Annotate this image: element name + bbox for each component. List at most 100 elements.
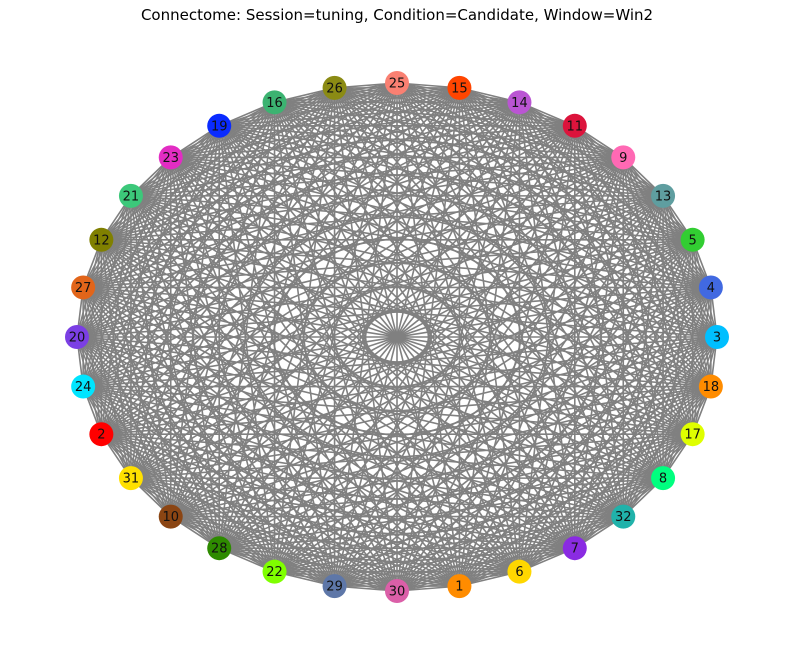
node-circle [385, 71, 409, 95]
node-circle [447, 574, 472, 599]
edge-29-21 [130, 195, 336, 587]
node-label: 16 [266, 96, 283, 111]
node-circle [651, 183, 676, 208]
edge-25-8 [396, 82, 664, 479]
edge-20-26 [76, 87, 336, 338]
edge-13-12 [101, 195, 664, 241]
edge-5-26 [334, 87, 693, 241]
edge-13-16 [274, 101, 664, 197]
node-3: 3 [705, 325, 729, 349]
node-21: 21 [118, 183, 143, 208]
edge-21-16 [130, 101, 275, 197]
edge-17-31 [130, 433, 693, 479]
edge-25-18 [396, 82, 712, 388]
node-label: 12 [93, 233, 110, 248]
edge-25-31 [130, 82, 398, 479]
edge-2-26 [100, 87, 336, 435]
node-2: 2 [89, 422, 114, 447]
edge-20-16 [76, 101, 276, 338]
edge-25-27 [82, 82, 398, 289]
edge-30-16 [273, 102, 398, 592]
edge-8-16 [273, 101, 664, 479]
edge-8-22 [274, 477, 664, 573]
edge-18-19 [218, 125, 712, 388]
edge-13-23 [170, 156, 664, 197]
edge-28-12 [100, 239, 220, 549]
edge-15-17 [458, 87, 694, 435]
node-circle [207, 536, 232, 561]
edge-30-21 [130, 195, 398, 592]
edge-6-26 [333, 87, 521, 572]
edge-14-21 [130, 101, 520, 197]
edge-25-24 [82, 82, 398, 388]
edge-29-12 [100, 239, 336, 587]
edge-11-32 [573, 125, 625, 517]
node-22: 22 [262, 559, 287, 584]
edge-28-27 [82, 287, 220, 549]
edge-4-21 [130, 195, 711, 289]
edge-24-19 [82, 125, 220, 387]
edge-8-2 [101, 433, 664, 479]
edge-25-4 [396, 82, 712, 289]
node-circle [262, 90, 287, 115]
node-18: 18 [698, 374, 723, 399]
edge-21-26 [130, 87, 335, 197]
node-16: 16 [262, 90, 287, 115]
edge-1-27 [82, 286, 460, 587]
edge-24-26 [82, 87, 336, 388]
node-23: 23 [158, 145, 183, 170]
edge-30-26 [333, 87, 398, 592]
edge-7-10 [170, 515, 575, 549]
edge-30-24 [82, 385, 398, 592]
edge-29-23 [169, 157, 336, 587]
edge-14-8 [518, 102, 664, 479]
node-label: 11 [567, 119, 584, 134]
edge-23-26 [170, 87, 335, 159]
edge-10-19 [169, 125, 221, 517]
node-31: 31 [118, 466, 143, 491]
node-layer: 25 15 14 11 9 13 5 4 3 18 17 8 32 7 6 1 30 29 22 28 10 31 2 24 2… [65, 71, 729, 603]
edge-28-26 [218, 87, 336, 549]
edge-18-22 [274, 385, 712, 573]
node-30: 30 [385, 579, 409, 603]
edge-11-12 [101, 125, 575, 241]
edge-30-12 [100, 239, 398, 592]
node-32: 32 [611, 504, 636, 529]
node-circle [207, 113, 232, 138]
edge-7-20 [76, 336, 576, 549]
node-label: 30 [389, 585, 406, 600]
edge-15-20 [76, 87, 460, 338]
node-12: 12 [89, 227, 114, 252]
edge-5-1 [458, 239, 694, 587]
edge-6-31 [130, 477, 520, 573]
edge-32-31 [130, 477, 624, 518]
node-25: 25 [385, 71, 409, 95]
node-label: 5 [689, 233, 697, 248]
edge-18-16 [274, 101, 712, 388]
edge-27-16 [82, 101, 276, 289]
node-label: 26 [326, 81, 343, 96]
edge-14-24 [82, 101, 520, 388]
node-circle [158, 504, 183, 529]
node-circle [118, 183, 143, 208]
edge-8-26 [333, 87, 664, 479]
edge-17-16 [274, 101, 694, 435]
node-17: 17 [680, 422, 705, 447]
edge-2-19 [100, 125, 220, 435]
edge-6-27 [82, 286, 520, 573]
edge-9-1 [458, 157, 625, 587]
node-label: 24 [75, 380, 92, 395]
node-label: 1 [455, 580, 463, 595]
node-label: 27 [75, 281, 92, 296]
edge-18-30 [396, 385, 712, 592]
edge-22-20 [76, 336, 276, 573]
edge-29-20 [76, 336, 336, 587]
node-label: 9 [619, 151, 627, 166]
edge-15-12 [101, 87, 460, 241]
edge-13-26 [334, 87, 664, 197]
node-circle [698, 374, 723, 399]
edge-17-26 [334, 87, 694, 435]
node-label: 29 [326, 580, 343, 595]
edge-31-23 [130, 157, 172, 479]
